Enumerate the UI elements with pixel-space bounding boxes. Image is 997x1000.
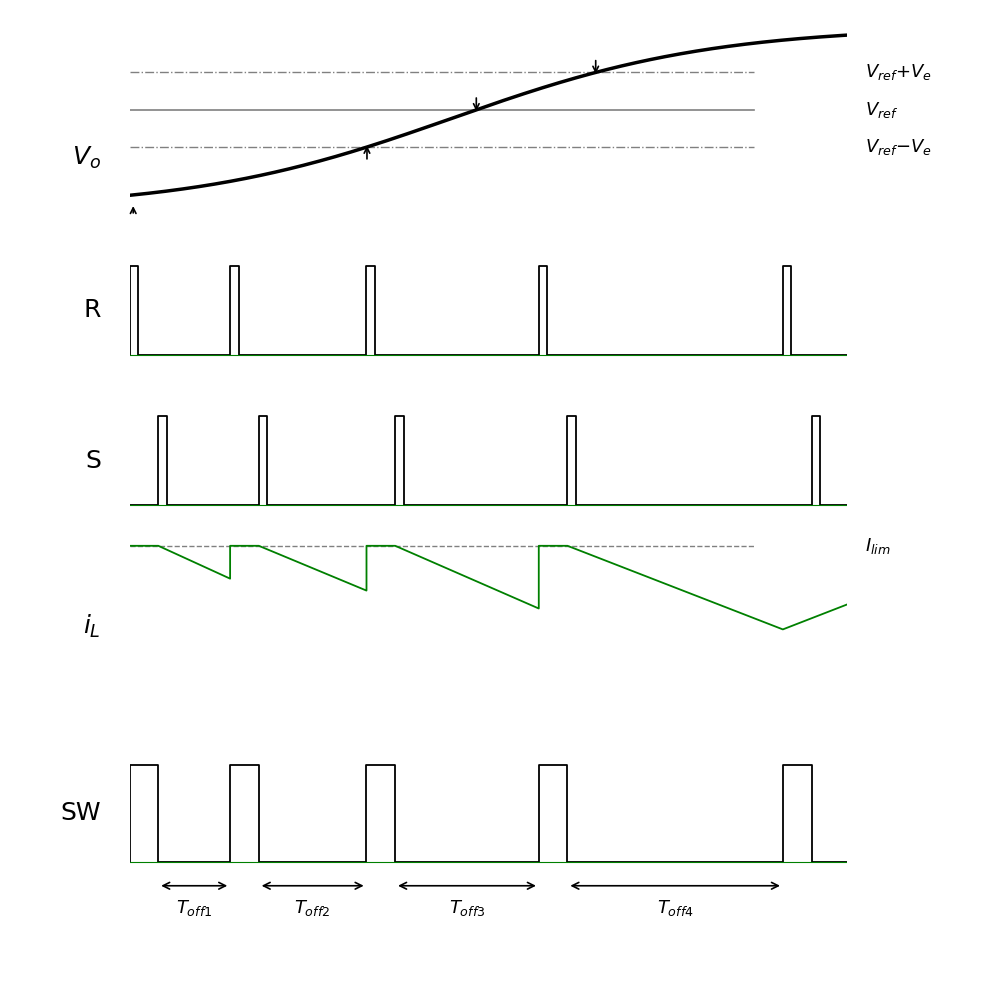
Text: $V_o$: $V_o$ — [72, 144, 101, 171]
Text: $V_{ref}$$-$$V_e$: $V_{ref}$$-$$V_e$ — [865, 137, 932, 157]
Text: R: R — [84, 298, 101, 322]
Text: S: S — [85, 449, 101, 473]
Text: $V_{ref}$: $V_{ref}$ — [865, 100, 898, 120]
Text: $I_{lim}$: $I_{lim}$ — [865, 536, 891, 556]
Text: SW: SW — [60, 801, 101, 825]
Text: $V_{ref}$$+$$V_e$: $V_{ref}$$+$$V_e$ — [865, 62, 932, 82]
Text: $i_L$: $i_L$ — [83, 613, 101, 640]
Text: $T_{off1}$: $T_{off1}$ — [176, 898, 212, 918]
Text: $T_{off3}$: $T_{off3}$ — [449, 898, 486, 918]
Text: $T_{off2}$: $T_{off2}$ — [294, 898, 331, 918]
Text: $T_{off4}$: $T_{off4}$ — [657, 898, 694, 918]
